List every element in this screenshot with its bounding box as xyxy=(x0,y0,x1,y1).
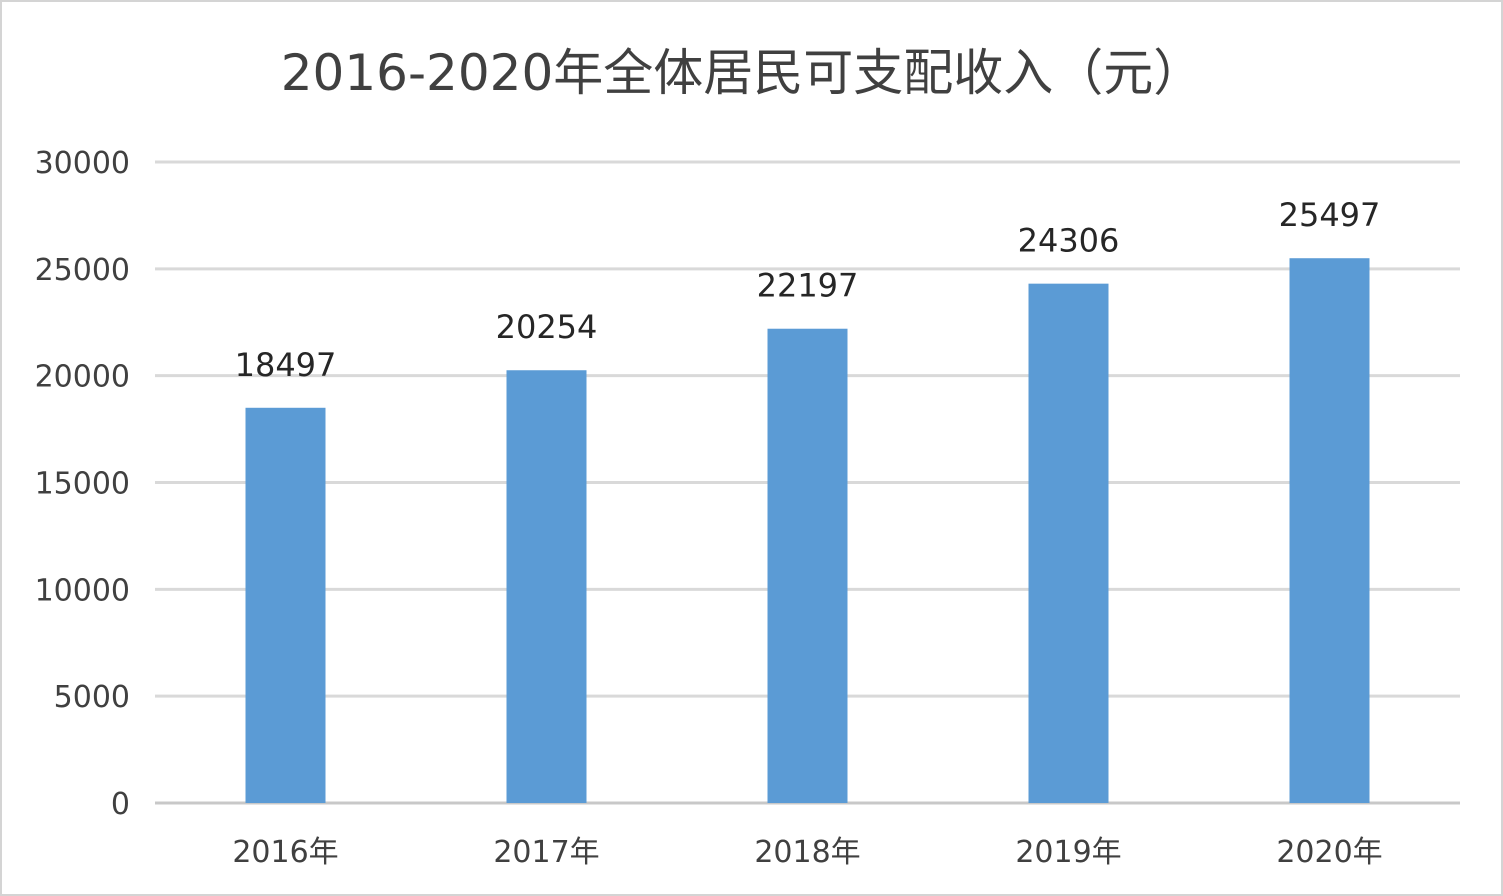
data-labels: 18497 20254 22197 24306 25497 xyxy=(235,196,1381,384)
data-label: 25497 xyxy=(1279,196,1381,234)
x-tick-label: 2017年 xyxy=(493,835,599,870)
bar xyxy=(506,370,587,803)
data-label: 20254 xyxy=(496,308,598,346)
bars xyxy=(245,258,1370,803)
x-tick-label: 2019年 xyxy=(1015,835,1121,870)
y-tick-label: 0 xyxy=(111,787,130,822)
x-axis-ticks: 2016年 2017年 2018年 2019年 2020年 xyxy=(232,835,1382,870)
x-tick-label: 2016年 xyxy=(232,835,338,870)
bar xyxy=(1289,258,1370,803)
x-tick-label: 2018年 xyxy=(754,835,860,870)
y-tick-label: 10000 xyxy=(35,573,130,608)
y-tick-label: 25000 xyxy=(35,253,130,288)
y-axis-ticks: 0 5000 10000 15000 20000 25000 30000 xyxy=(35,146,130,822)
y-tick-label: 5000 xyxy=(54,680,130,715)
chart-title: 2016-2020年全体居民可支配收入（元） xyxy=(281,44,1204,102)
y-tick-label: 20000 xyxy=(35,360,130,395)
x-tick-label: 2020年 xyxy=(1276,835,1382,870)
data-label: 22197 xyxy=(757,267,859,305)
data-label: 18497 xyxy=(235,346,337,384)
bar xyxy=(245,407,326,803)
bar xyxy=(1028,283,1109,803)
data-label: 24306 xyxy=(1018,222,1120,260)
bar xyxy=(767,328,848,803)
y-tick-label: 30000 xyxy=(35,146,130,181)
y-tick-label: 15000 xyxy=(35,467,130,502)
